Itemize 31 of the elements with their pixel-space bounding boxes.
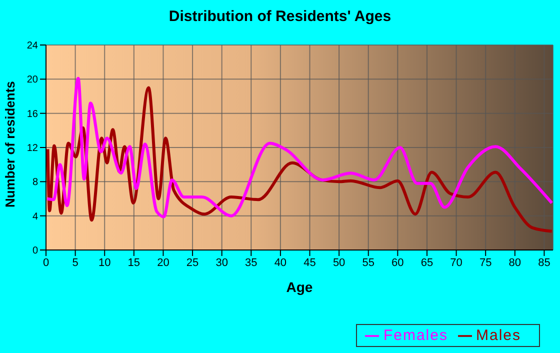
x-tick-label: 80: [508, 256, 522, 269]
line-series: [46, 76, 553, 218]
y-tick-label: 4: [32, 211, 38, 222]
x-tick-label: 50: [332, 256, 346, 269]
y-tick-label: 24: [26, 40, 38, 52]
x-tick-label: 85: [538, 256, 550, 269]
y-tick-label: 8: [32, 177, 38, 188]
x-tick-label: 65: [420, 256, 434, 269]
x-tick-label: 60: [392, 256, 404, 269]
y-axis-title: Number of residents: [2, 81, 18, 208]
x-tick-label: 70: [450, 256, 462, 269]
x-tick-label: 30: [216, 256, 228, 269]
legend-label: Males: [476, 327, 521, 344]
x-tick-label: 15: [128, 256, 140, 269]
x-tick-label: 45: [304, 256, 316, 269]
x-axis-title: Age: [286, 279, 313, 295]
y-tick-label: 12: [26, 143, 38, 154]
y-tick-label: 20: [26, 74, 38, 86]
x-tick-label: 10: [98, 256, 111, 269]
x-tick-label: 25: [186, 256, 199, 269]
x-tick-label: 35: [245, 256, 258, 269]
chart-title: Distribution of Residents' Ages: [168, 8, 392, 25]
x-tick-label: 75: [479, 256, 492, 269]
legend-label: Females: [383, 327, 448, 344]
x-tick-label: 55: [362, 256, 374, 269]
x-tick-label: 5: [72, 256, 78, 269]
y-tick-label: 16: [26, 108, 38, 120]
y-tick-label: 0: [32, 246, 38, 257]
x-tick-label: 40: [274, 256, 287, 269]
x-tick-label: 20: [157, 256, 170, 269]
x-tick-label: 0: [42, 256, 50, 269]
